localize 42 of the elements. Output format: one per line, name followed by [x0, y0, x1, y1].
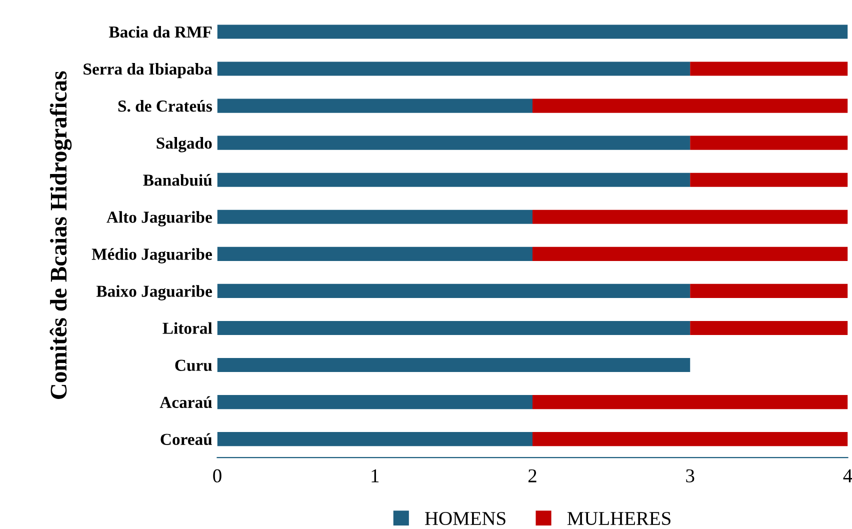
y-tick-label: Bacia da RMF [108, 26, 212, 38]
bar [690, 136, 848, 150]
bar [217, 98, 532, 113]
y-tick-label: Serra da Ibiapaba [84, 62, 212, 78]
legend-label: MULHERES [567, 512, 670, 526]
bar [217, 62, 690, 76]
bar [217, 136, 690, 150]
bar [532, 246, 848, 261]
y-tick-label: Salgado [156, 137, 212, 152]
bar [690, 320, 848, 336]
bar [217, 284, 690, 298]
bar [690, 284, 848, 298]
x-tick-label: 0 [213, 469, 222, 482]
y-tick-label: Baixo Jaguaribe [96, 285, 212, 300]
bar [217, 320, 690, 336]
x-tick-label: 4 [843, 469, 852, 482]
bar [690, 62, 848, 76]
legend-label: HOMENS [425, 512, 506, 526]
y-tick-label: Litoral [162, 322, 212, 334]
bar [532, 210, 848, 224]
bar [690, 172, 848, 187]
x-tick-label: 1 [372, 469, 379, 482]
y-tick-label: Médio Jaguaribe [92, 248, 212, 264]
y-axis-title: Comitês de Bcaias Hidrograficas [50, 71, 72, 399]
y-tick-label: Coreaú [160, 433, 212, 446]
y-tick-label: Alto Jaguaribe [106, 211, 212, 226]
bar [532, 395, 848, 410]
y-tick-label: S. de Crateús [118, 100, 212, 112]
x-tick-label: 2 [528, 469, 536, 482]
bar [217, 210, 532, 224]
bar [217, 395, 532, 410]
x-tick-label: 3 [686, 469, 694, 482]
bar [217, 24, 848, 39]
bar [532, 98, 848, 113]
y-tick-label: Acaraú [160, 396, 212, 408]
y-tick-label: Curu [175, 360, 212, 371]
bar [217, 246, 532, 261]
y-tick-label: Banabuiú [143, 174, 212, 186]
bar [217, 432, 532, 446]
bar [532, 432, 848, 446]
bar [217, 172, 690, 187]
bar [217, 358, 690, 372]
